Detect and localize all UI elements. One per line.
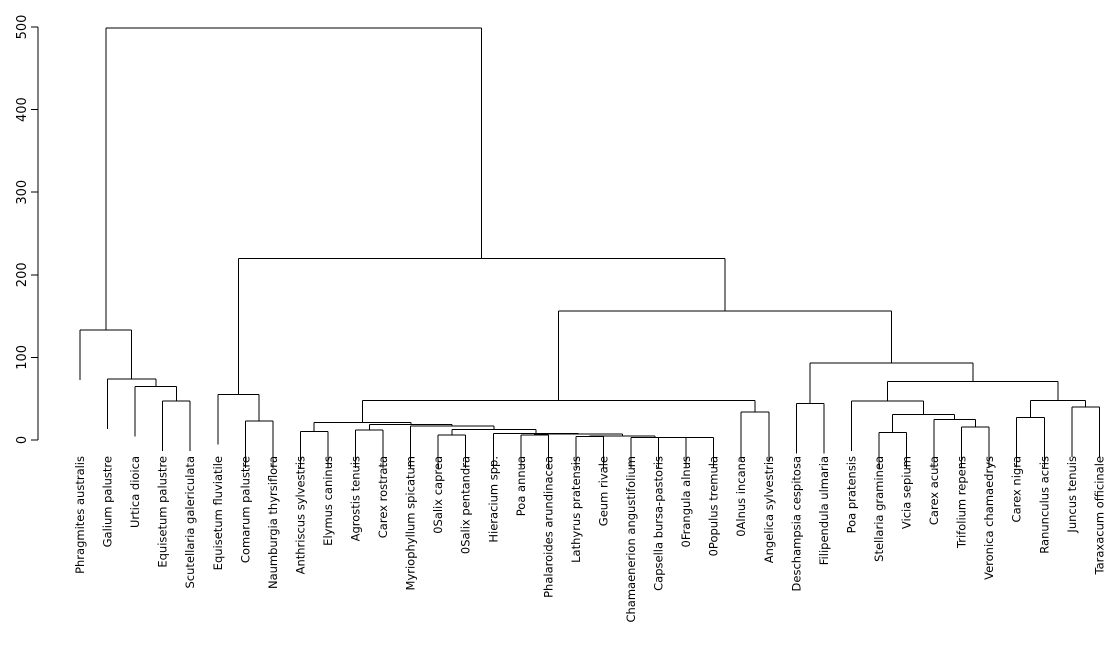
- y-axis: 0 100 200 300 400 500: [15, 15, 39, 444]
- leaf-label: 0Alnus incana: [734, 456, 748, 537]
- leaf-labels: Phragmites australis Galium palustre Urtic…: [73, 456, 1106, 623]
- leaf-label: Juncus tenuis: [1065, 456, 1079, 534]
- leaf-label: Carex nigra: [1010, 456, 1024, 522]
- leaf-label: Equisetum fluviatile: [211, 456, 225, 570]
- leaf-label: Carex rostrata: [376, 456, 390, 538]
- leaf-label: Agrostis tenuis: [349, 456, 363, 541]
- y-tick-label: 500: [15, 15, 30, 40]
- y-tick-label: 100: [15, 345, 30, 370]
- leaf-label: 0Salix pentandra: [459, 456, 473, 554]
- y-tick-label: 400: [15, 97, 30, 122]
- leaf-label: Comarum palustre: [238, 456, 252, 563]
- leaf-label: Equisetum palustre: [156, 456, 170, 568]
- leaf-label: Scutellaria galericulata: [183, 456, 197, 589]
- leaf-label: Carex acuta: [927, 456, 941, 525]
- leaf-label: Vicia sepium: [900, 456, 914, 529]
- leaf-label: Phragmites australis: [73, 456, 87, 574]
- leaf-label: 0Populus tremula: [707, 456, 721, 556]
- leaf-label: Angelica sylvestris: [762, 456, 776, 563]
- leaf-label: Hieracium spp.: [486, 456, 500, 543]
- leaf-label: Lathyrus pratensis: [569, 456, 583, 563]
- leaf-label: Geum rivale: [596, 456, 610, 526]
- leaf-label: Capsella bursa-pastoris: [652, 456, 666, 591]
- leaf-label: Filipendula ulmaria: [817, 456, 831, 565]
- leaf-label: Stellaria graminea: [872, 456, 886, 562]
- leaf-label: 0Salix caprea: [431, 456, 445, 534]
- leaf-label: Phalaroides arundinacea: [541, 456, 555, 598]
- leaf-label: Poa pratensis: [844, 456, 858, 533]
- leaf-label: Veronica chamaedrys: [982, 456, 996, 580]
- y-tick-label: 200: [15, 262, 30, 287]
- leaf-label: Urtica dioica: [128, 456, 142, 528]
- leaf-label: Deschampsia cespitosa: [789, 456, 803, 591]
- leaf-label: 0Frangula alnus: [679, 456, 693, 547]
- leaf-label: Anthriscus sylvestris: [293, 456, 307, 574]
- leaf-label: Chamaenerion angustifolium: [624, 456, 638, 623]
- leaf-label: Myriophyllum spicatum: [404, 456, 418, 590]
- dendrogram-links: [79, 27, 1100, 468]
- leaf-label: Elymus caninus: [321, 456, 335, 546]
- leaf-label: Ranunculus acris: [1037, 456, 1051, 554]
- y-tick-label: 300: [15, 180, 30, 205]
- leaf-label: Galium palustre: [101, 456, 115, 547]
- y-tick-label: 0: [15, 436, 30, 444]
- leaf-label: Poa annua: [514, 456, 528, 516]
- leaf-label: Taraxacum officinale: [1092, 456, 1106, 576]
- leaf-label: Trifolium repens: [955, 456, 969, 549]
- leaf-label: Naumburgia thyrsiflora: [266, 456, 280, 589]
